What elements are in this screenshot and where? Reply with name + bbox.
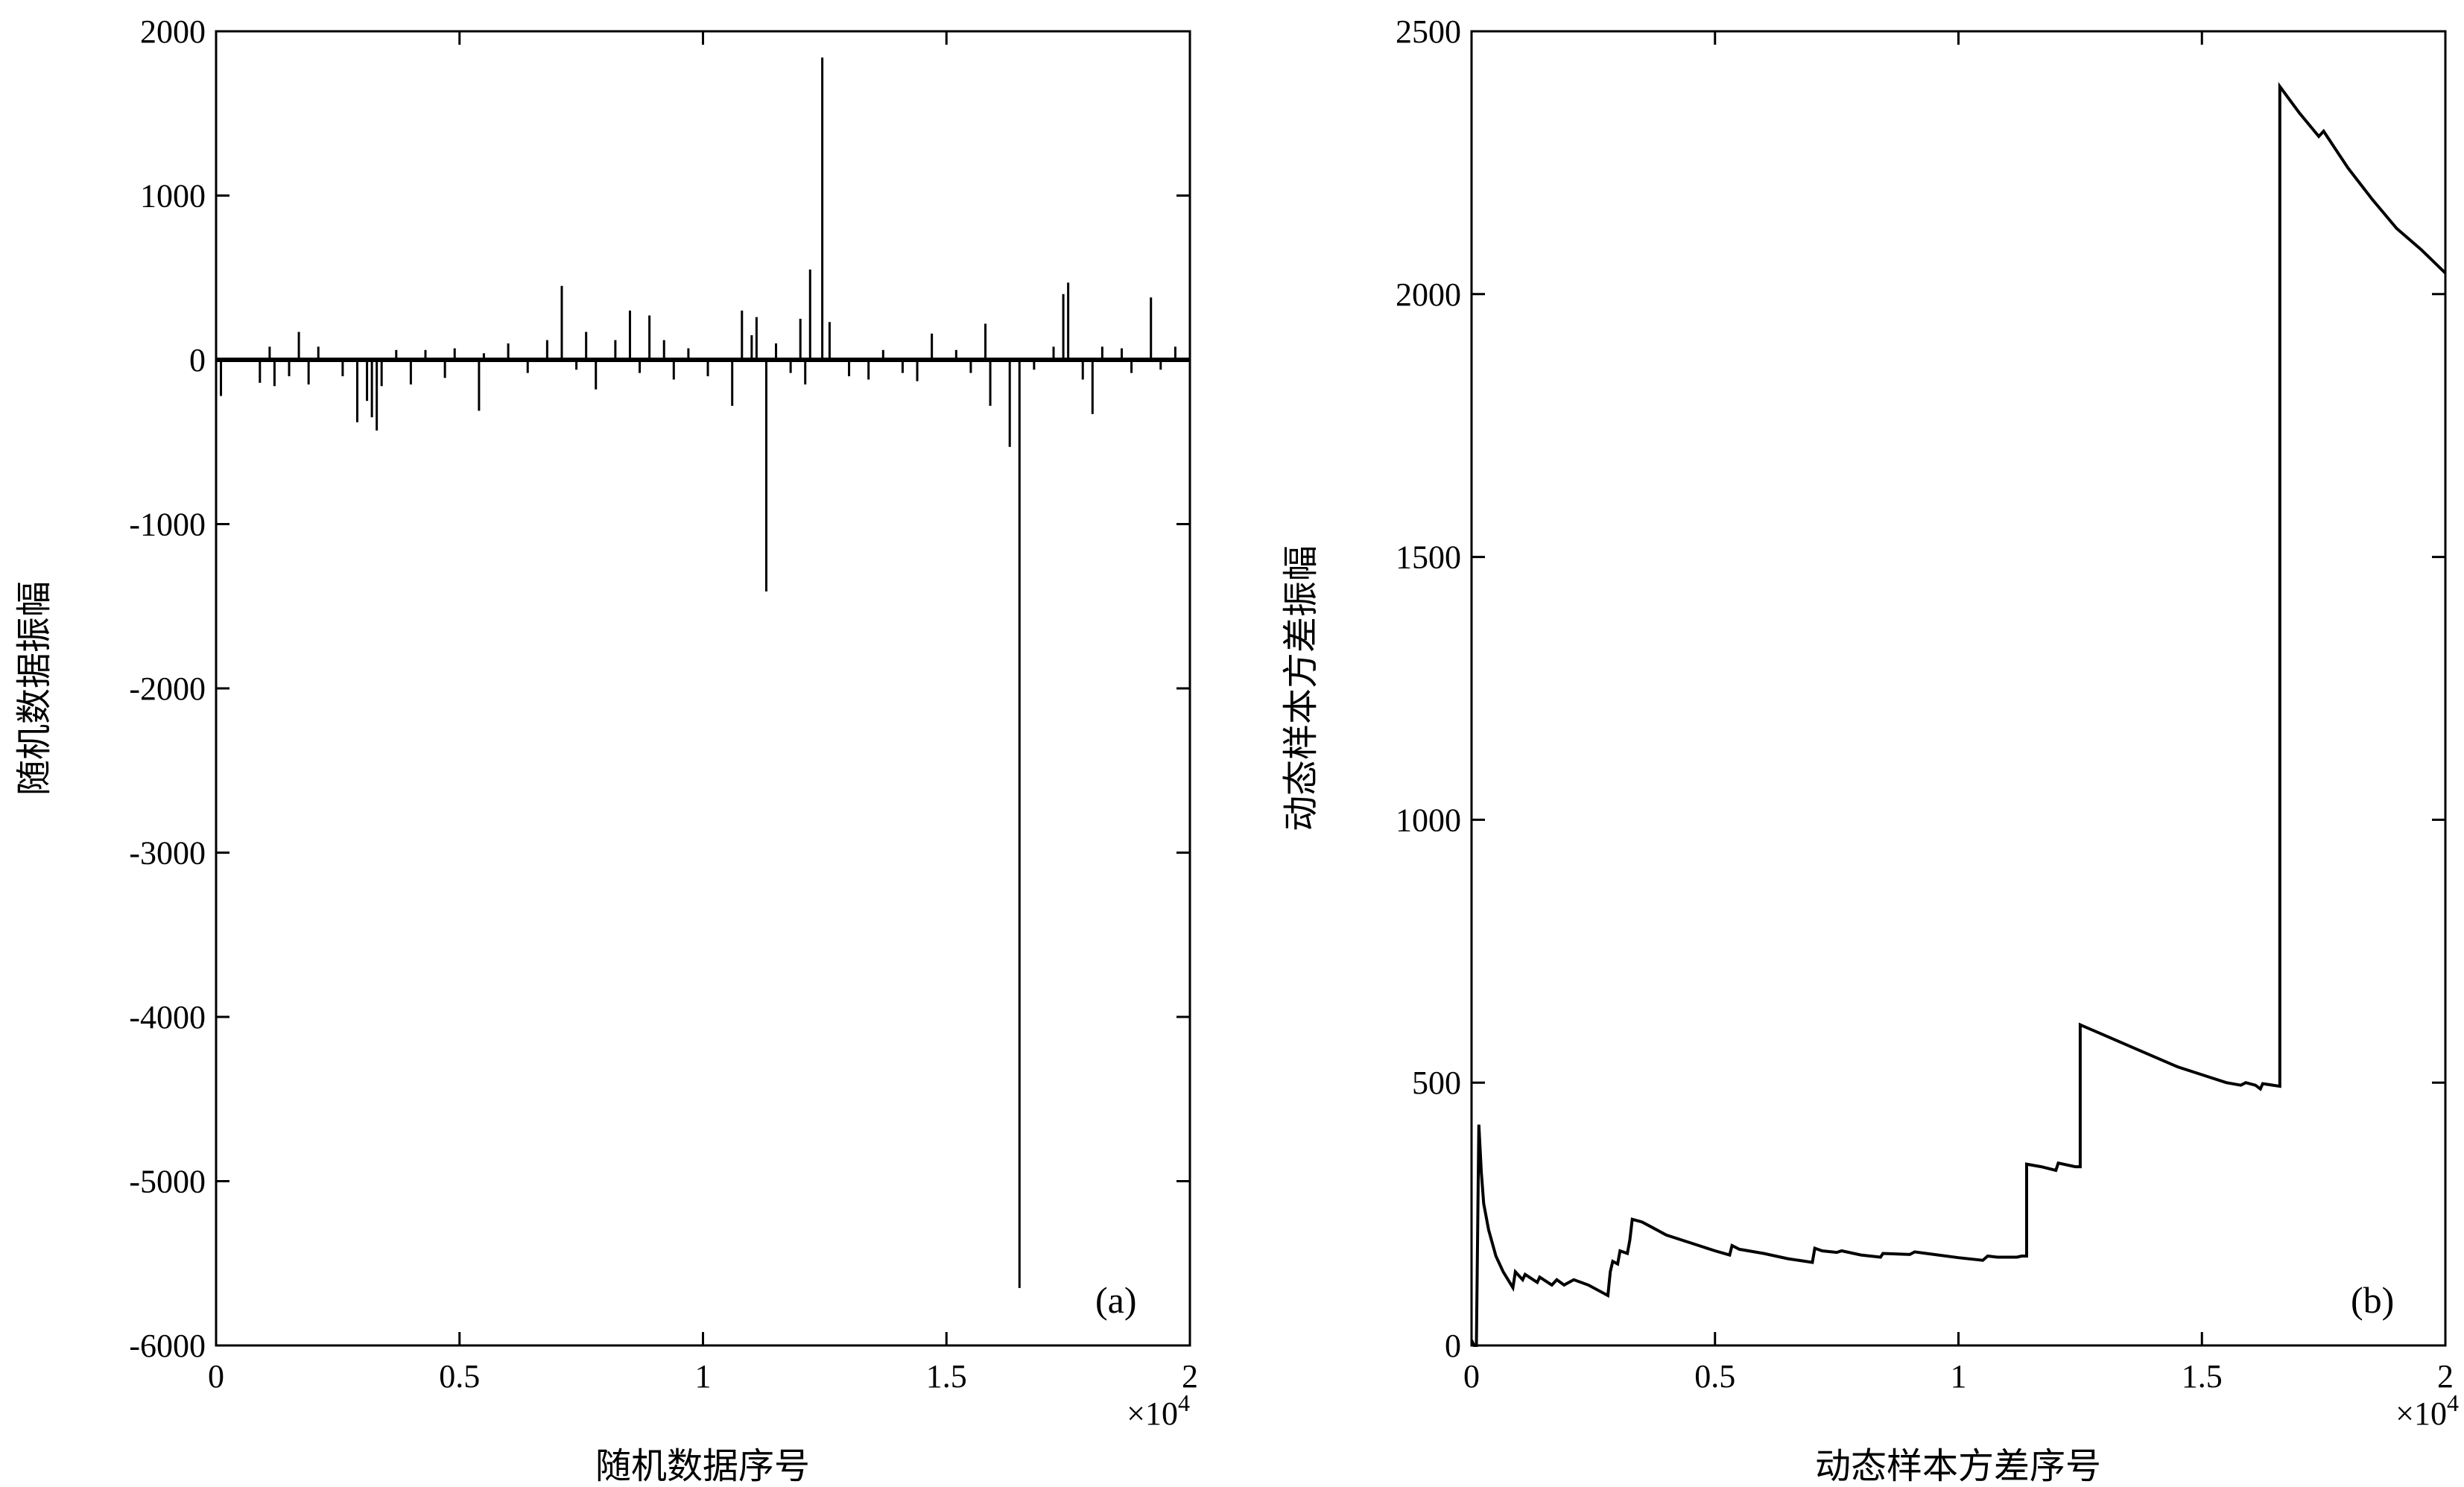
panel-b-variance-line [1470, 82, 2447, 1347]
panel-b-x-multiplier: ×104 [2395, 1389, 2459, 1432]
panel-a-frame [215, 30, 1191, 1347]
panel-a-y-tick-label: -6000 [129, 1328, 206, 1364]
panel-b-x-multiplier-base: ×10 [2395, 1395, 2447, 1432]
panel-a-xlabel: 随机数据序号 [595, 1445, 810, 1487]
panel-b-series [1470, 82, 2447, 1347]
panel-a-series [216, 57, 1190, 1288]
panel-b-y-tick-label: 1500 [1396, 539, 1461, 576]
panel-b-label: (b) [2351, 1279, 2394, 1321]
panel-a-x-tick-label: 0 [208, 1358, 224, 1395]
panel-b-xlabel: 动态样本方差序号 [1815, 1445, 2101, 1487]
panel-a-y-tick-label: 1000 [140, 178, 206, 215]
panel-a-y-tick-label: -1000 [129, 507, 206, 543]
panel-b-y-tick-label: 2500 [1396, 13, 1461, 50]
panel-b-x-tick-label: 1 [1951, 1358, 1967, 1395]
panel-b-ylabel: 动态样本方差振幅 [1280, 545, 1322, 831]
panel-a-y-tick-label: -4000 [129, 999, 206, 1036]
panel-a-random-data-chart: 0 0.5 1 1.5 2 2000 1000 0 -1000 -2000 -3000 -4000 -5… [13, 13, 1198, 1487]
panel-a-y-tick-label: -3000 [129, 835, 206, 872]
panel-a-y-tick-label: -5000 [129, 1164, 206, 1200]
panel-b-x-tick-label: 1.5 [2182, 1358, 2223, 1395]
panel-b-x-tick-label: 0 [1463, 1358, 1480, 1395]
panel-a-ticks: 0 0.5 1 1.5 2 2000 1000 0 -1000 -2000 -3000 -4000 -5… [129, 13, 1198, 1395]
panel-b-x-tick-label: 0.5 [1694, 1358, 1735, 1395]
panel-a-y-tick-label: -2000 [129, 670, 206, 707]
panel-b-y-tick-label: 2000 [1396, 276, 1461, 313]
panel-a-y-tick-label: 2000 [140, 13, 206, 50]
panel-a-y-tick-label: 0 [189, 342, 206, 378]
panel-b-y-tick-label: 1000 [1396, 802, 1461, 838]
panel-a-x-tick-label: 0.5 [439, 1358, 480, 1395]
panel-a-x-tick-label: 2 [1182, 1358, 1198, 1395]
panel-b-frame [1470, 30, 2447, 1347]
panel-a-label: (a) [1095, 1279, 1137, 1321]
panel-b-y-tick-label: 0 [1445, 1328, 1461, 1364]
panel-b-x-tick-label: 2 [2437, 1358, 2454, 1395]
panel-a-x-tick-label: 1 [695, 1358, 712, 1395]
panel-b-y-tick-label: 500 [1412, 1065, 1461, 1101]
panel-a-x-multiplier-base: ×10 [1127, 1395, 1178, 1432]
panel-a-ylabel: 随机数据振幅 [13, 581, 55, 796]
panel-a-x-multiplier: ×104 [1127, 1389, 1190, 1432]
panel-b-dynamic-variance-chart: 0 0.5 1 1.5 2 0 500 1000 1500 2000 2500 动态样本方差振幅 动… [1280, 13, 2459, 1487]
panel-b-ticks: 0 0.5 1 1.5 2 0 500 1000 1500 2000 2500 [1396, 13, 2454, 1395]
panel-a-x-tick-label: 1.5 [926, 1358, 967, 1395]
panel-b-x-multiplier-exp: 4 [2447, 1389, 2459, 1416]
panel-a-x-multiplier-exp: 4 [1178, 1389, 1190, 1416]
